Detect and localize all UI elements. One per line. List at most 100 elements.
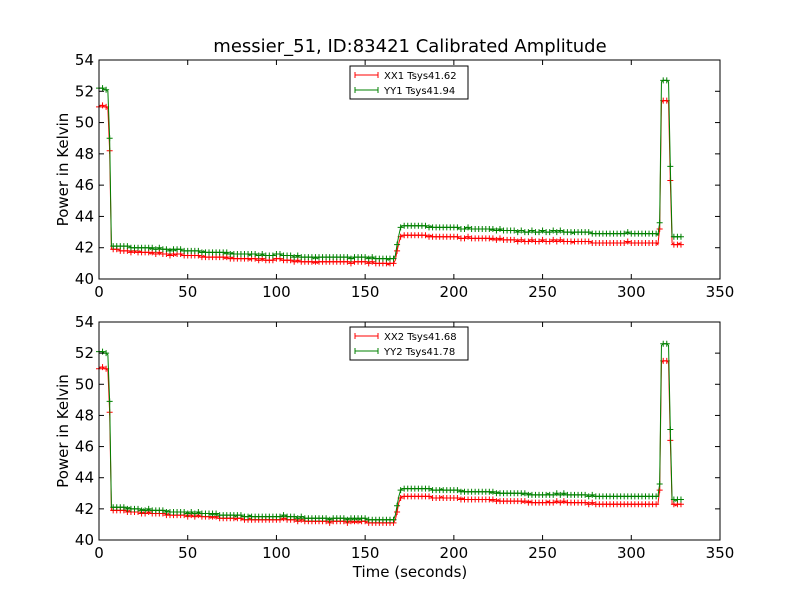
legend-label: XX2 Tsys41.68 bbox=[384, 332, 457, 343]
data-point bbox=[663, 340, 670, 347]
data-point bbox=[195, 247, 202, 254]
data-point bbox=[454, 487, 461, 494]
y-tick-label: 50 bbox=[75, 375, 94, 393]
axes-frame bbox=[98, 321, 721, 541]
data-point bbox=[166, 247, 173, 254]
x-tick-label: 300 bbox=[617, 283, 646, 301]
data-point bbox=[589, 491, 596, 498]
data-point bbox=[213, 510, 220, 517]
data-point bbox=[550, 491, 557, 498]
data-point bbox=[269, 252, 276, 259]
data-point bbox=[323, 515, 330, 522]
data-point bbox=[621, 230, 628, 237]
data-point bbox=[493, 227, 500, 234]
y-tick-label: 48 bbox=[75, 406, 94, 424]
x-tick-label: 100 bbox=[262, 544, 291, 562]
legend-label: YY2 Tsys41.78 bbox=[383, 347, 455, 358]
data-point bbox=[653, 493, 660, 500]
data-point bbox=[454, 224, 461, 231]
legend-label: YY1 Tsys41.94 bbox=[383, 86, 455, 97]
data-point bbox=[585, 229, 592, 236]
y-tick-label: 54 bbox=[75, 51, 94, 69]
data-point bbox=[106, 135, 113, 142]
data-point bbox=[390, 255, 397, 262]
data-point bbox=[103, 350, 110, 357]
data-point bbox=[663, 77, 670, 84]
data-point bbox=[560, 490, 567, 497]
x-tick-label: 350 bbox=[706, 283, 735, 301]
data-point bbox=[465, 224, 472, 231]
data-point bbox=[390, 516, 397, 523]
data-point bbox=[461, 235, 468, 242]
legend: XX1 Tsys41.62 YY1 Tsys41.94 bbox=[349, 65, 469, 100]
top-subplot: 0 50 100 150 200 250 300 350 40 42 44 46 48 50 52 54 Pow… bbox=[54, 51, 734, 301]
data-point bbox=[394, 502, 401, 509]
data-point bbox=[656, 225, 663, 232]
data-point bbox=[677, 241, 684, 248]
x-tick-label: 150 bbox=[351, 283, 380, 301]
data-point bbox=[656, 480, 663, 487]
data-point bbox=[280, 512, 287, 519]
data-point bbox=[156, 244, 163, 251]
data-point bbox=[454, 494, 461, 501]
data-point bbox=[291, 513, 298, 520]
data-point bbox=[195, 508, 202, 515]
data-point bbox=[624, 229, 631, 236]
data-point bbox=[511, 227, 518, 234]
data-point bbox=[181, 508, 188, 515]
data-point bbox=[585, 493, 592, 500]
data-point bbox=[656, 487, 663, 494]
data-point bbox=[677, 233, 684, 240]
data-point bbox=[397, 224, 404, 231]
data-point bbox=[103, 86, 110, 93]
data-point bbox=[142, 507, 149, 514]
data-point bbox=[528, 227, 535, 234]
x-axis-label: Time (seconds) bbox=[352, 563, 468, 581]
data-point bbox=[454, 233, 461, 240]
data-point bbox=[667, 426, 674, 433]
data-point bbox=[106, 398, 113, 405]
data-point bbox=[677, 496, 684, 503]
data-point bbox=[653, 501, 660, 508]
data-point bbox=[493, 236, 500, 243]
data-point bbox=[546, 229, 553, 236]
data-point bbox=[514, 229, 521, 236]
y-tick-label: 52 bbox=[75, 344, 94, 362]
data-point bbox=[291, 254, 298, 261]
x-tick-label: 350 bbox=[706, 544, 735, 562]
x-tick-label: 300 bbox=[617, 544, 646, 562]
y-tick-label: 46 bbox=[75, 438, 94, 456]
data-point bbox=[539, 227, 546, 234]
data-point bbox=[344, 254, 351, 261]
data-point bbox=[362, 254, 369, 261]
data-point bbox=[369, 254, 376, 261]
data-point bbox=[667, 163, 674, 170]
data-point bbox=[553, 238, 560, 245]
data-point bbox=[553, 229, 560, 236]
data-point bbox=[340, 515, 347, 522]
data-point bbox=[518, 227, 525, 234]
data-point bbox=[252, 250, 259, 257]
data-point bbox=[276, 250, 283, 257]
data-point bbox=[656, 219, 663, 226]
data-point bbox=[365, 255, 372, 262]
data-point bbox=[191, 510, 198, 517]
data-point bbox=[553, 498, 560, 505]
x-tick-label: 200 bbox=[440, 544, 469, 562]
data-point bbox=[489, 235, 496, 242]
data-point bbox=[539, 236, 546, 243]
data-point bbox=[188, 508, 195, 515]
data-point bbox=[550, 227, 557, 234]
bottom-subplot: 0 50 100 150 200 250 300 350 40 42 44 46 48 50 52 54 Pow… bbox=[54, 313, 734, 562]
y-tick-label: 48 bbox=[75, 145, 94, 163]
data-point bbox=[553, 490, 560, 497]
data-point bbox=[465, 233, 472, 240]
data-point bbox=[326, 516, 333, 523]
y-tick-label: 44 bbox=[75, 207, 94, 225]
data-point bbox=[294, 252, 301, 259]
data-point bbox=[560, 498, 567, 505]
data-point bbox=[237, 512, 244, 519]
data-point bbox=[99, 102, 106, 109]
data-point bbox=[120, 504, 127, 511]
data-point bbox=[347, 255, 354, 262]
